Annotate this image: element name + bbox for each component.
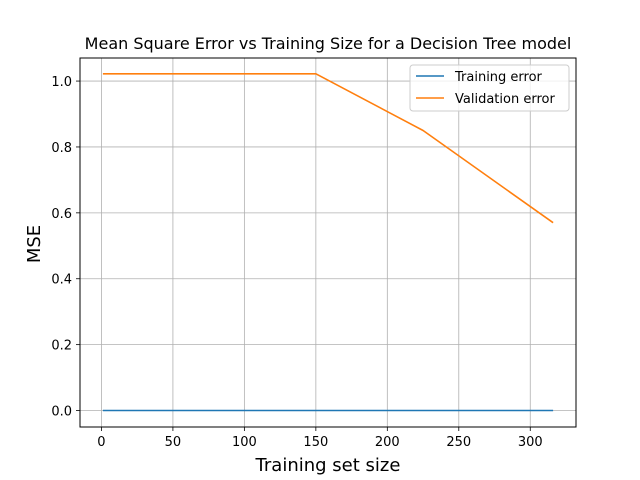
legend: Training error Validation error [409, 64, 570, 112]
x-axis-ticks: 0 50 100 150 200 250 300 [97, 427, 543, 450]
legend-label: Training error [454, 70, 543, 85]
plot-area-frame [79, 57, 577, 428]
y-axis-ticks: 0.0 0.2 0.4 0.6 0.8 1.0 [51, 75, 80, 420]
x-tick-label: 100 [232, 435, 257, 450]
x-tick-label: 150 [303, 435, 328, 450]
y-tick-label: 0.2 [51, 339, 72, 354]
series-line-validation-error [102, 73, 554, 224]
y-tick-label: 0.6 [51, 207, 72, 222]
y-tick-label: 0.8 [51, 141, 72, 156]
x-tick-label: 200 [375, 435, 400, 450]
y-tick-label: 1.0 [51, 75, 72, 90]
y-tick-label: 0.4 [51, 273, 72, 288]
x-tick-label: 50 [165, 435, 182, 450]
y-tick-label: 0.0 [51, 405, 72, 420]
x-axis-label: Training set size [255, 455, 401, 476]
legend-box [409, 64, 570, 112]
x-tick-label: 300 [518, 435, 543, 450]
series-layer [102, 73, 554, 412]
y-axis-label: MSE [24, 225, 45, 263]
legend-label: Validation error [455, 92, 555, 107]
chart-title: Mean Square Error vs Training Size for a… [85, 34, 572, 53]
x-tick-label: 250 [446, 435, 471, 450]
x-tick-label: 0 [97, 435, 105, 450]
